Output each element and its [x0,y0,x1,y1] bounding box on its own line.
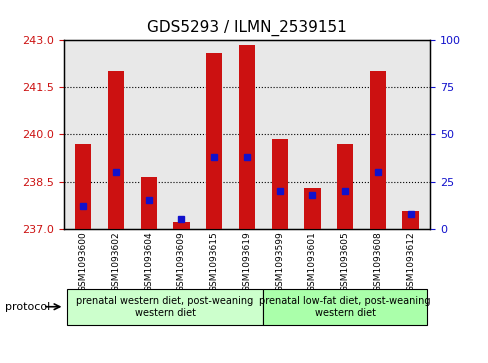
Title: GDS5293 / ILMN_2539151: GDS5293 / ILMN_2539151 [147,20,346,36]
Bar [75,144,91,229]
Text: prenatal low-fat diet, post-weaning
western diet: prenatal low-fat diet, post-weaning west… [259,296,430,318]
Bar [271,139,287,229]
Bar [402,211,418,229]
Bar [205,53,222,229]
Bar [173,223,189,229]
Text: prenatal western diet, post-weaning
western diet: prenatal western diet, post-weaning west… [76,296,253,318]
Text: protocol: protocol [5,302,50,312]
Bar [369,72,386,229]
Bar [238,45,255,229]
Bar [140,177,157,229]
Bar [304,188,320,229]
Bar [107,72,124,229]
Bar [336,144,353,229]
